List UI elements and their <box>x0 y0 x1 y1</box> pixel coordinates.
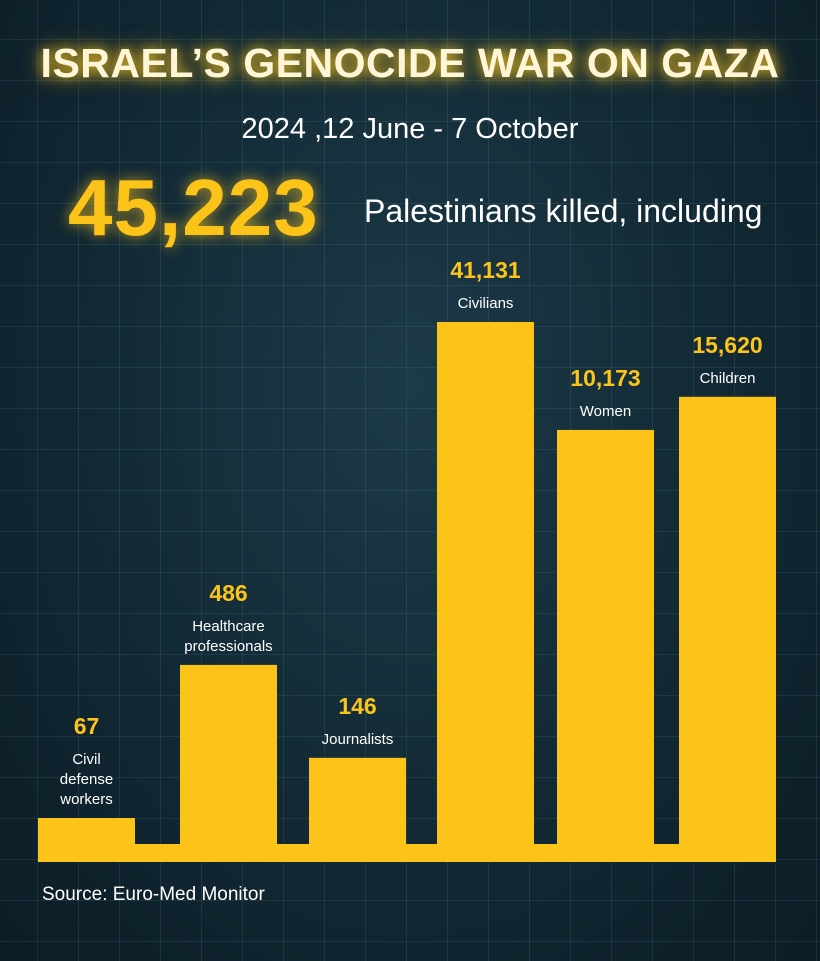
bar-value-label: 41,131 <box>450 257 521 283</box>
bar-category-label: Civil <box>72 751 100 768</box>
bar-value-label: 10,173 <box>570 365 640 391</box>
bar-category-label: workers <box>59 791 113 808</box>
bar-category-label: Children <box>700 370 756 387</box>
bar-category-label: Civilians <box>458 295 514 312</box>
source-note: Source: Euro-Med Monitor <box>42 884 265 905</box>
bar-category-label: defense <box>60 771 113 788</box>
bar-category-label: professionals <box>184 638 272 655</box>
headline-total: 45,223 <box>68 163 319 252</box>
chart-baseline <box>38 844 776 862</box>
headline-label: Palestinians killed, including <box>364 193 763 229</box>
bar-category-label: Women <box>580 403 631 420</box>
bar-category-label: Journalists <box>322 731 394 748</box>
bar <box>38 818 135 862</box>
bar <box>679 396 776 862</box>
bar <box>180 664 277 862</box>
bar <box>437 322 534 862</box>
page-title: ISRAEL’S GENOCIDE WAR ON GAZA <box>40 40 780 86</box>
bar-value-label: 15,620 <box>692 332 762 358</box>
bar-category-label: Healthcare <box>192 618 265 635</box>
date-range: 2024 ,12 June - 7 October <box>241 113 579 145</box>
bar-value-label: 67 <box>74 713 100 739</box>
bar <box>557 429 654 862</box>
bar-value-label: 146 <box>338 693 376 719</box>
bar-value-label: 486 <box>209 580 247 606</box>
bar <box>309 757 406 862</box>
